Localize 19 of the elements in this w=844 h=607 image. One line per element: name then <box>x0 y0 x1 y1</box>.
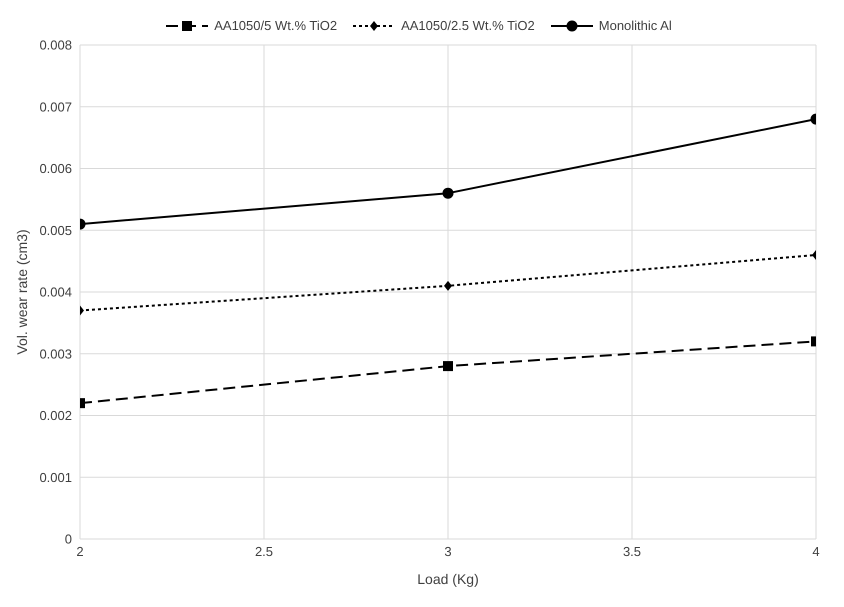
y-tick-label: 0.004 <box>39 284 72 300</box>
x-tick-label: 3 <box>444 544 452 560</box>
y-tick-label: 0.006 <box>39 161 72 176</box>
x-tick-label: 2 <box>76 544 84 560</box>
x-tick-label: 3.5 <box>622 544 642 560</box>
y-tick-label: 0 <box>64 532 72 547</box>
x-tick-label: 4 <box>812 544 820 560</box>
y-tick-label: 0.008 <box>39 38 72 53</box>
y-tick-label: 0.002 <box>39 408 72 424</box>
y-axis-title: Vol. wear rate (cm3) <box>14 229 30 355</box>
y-tick-label: 0.001 <box>39 470 72 485</box>
x-tick-label: 2.5 <box>254 544 274 560</box>
y-tick-label: 0.007 <box>39 99 72 114</box>
legend-label: AA1050/5 Wt.% TiO2 <box>214 18 338 33</box>
y-tick-label: 0.005 <box>39 222 72 238</box>
legend-label: Monolithic Al <box>598 18 672 33</box>
legend-label: AA1050/2.5 Wt.% TiO2 <box>401 18 535 33</box>
y-tick-label: 0.003 <box>39 346 72 362</box>
x-axis-title: Load (Kg) <box>417 571 479 587</box>
